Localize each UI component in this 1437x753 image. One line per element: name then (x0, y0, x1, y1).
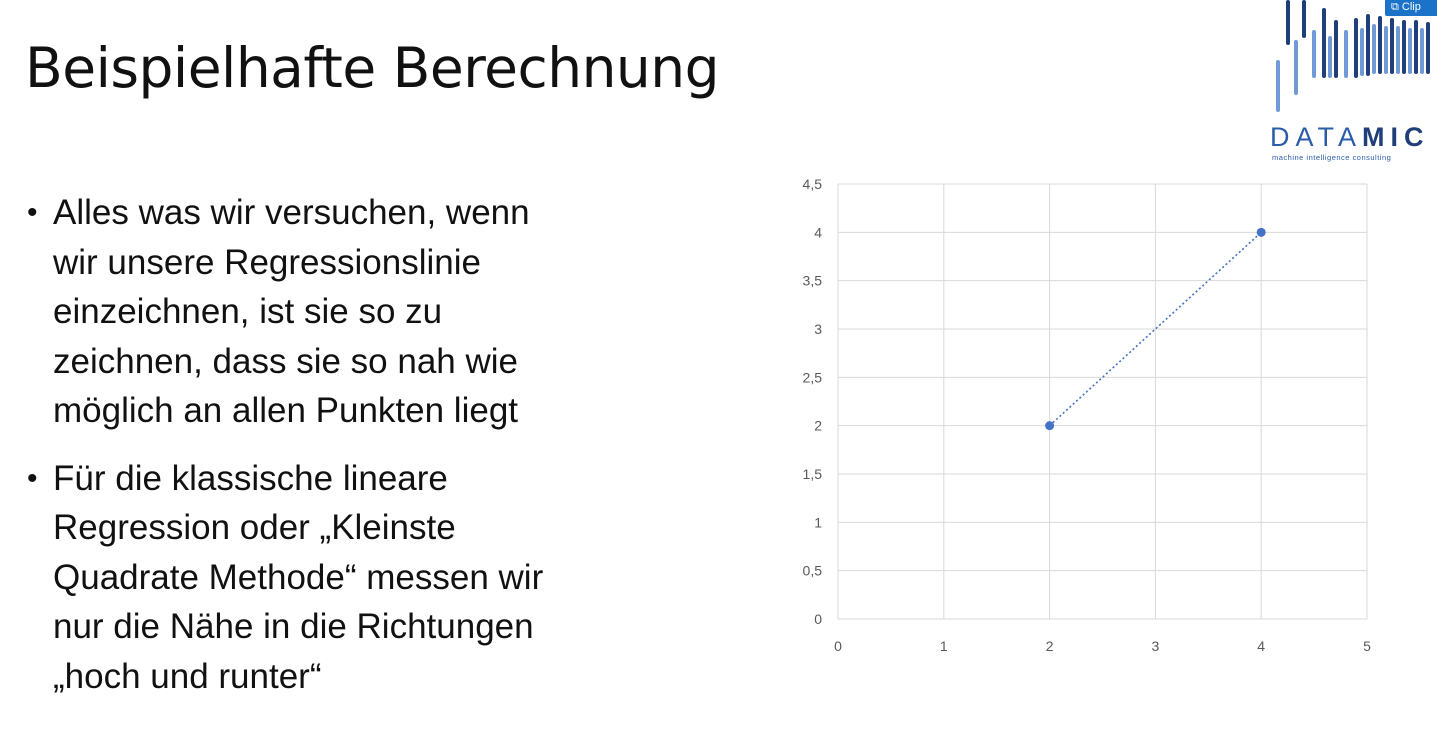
x-tick-label: 3 (1152, 638, 1160, 654)
y-tick-label: 3 (814, 321, 822, 337)
chart-grid (837, 183, 1368, 620)
x-tick-label: 2 (1046, 638, 1054, 654)
bullet-dot-icon: • (27, 196, 38, 229)
y-tick-label: 2,5 (803, 369, 823, 385)
y-tick-label: 3,5 (803, 273, 823, 289)
x-tick-label: 4 (1257, 638, 1265, 654)
clip-button-label: Clip (1401, 1, 1421, 13)
y-tick-label: 1 (814, 514, 822, 530)
data-point (1045, 421, 1055, 431)
bullet-list: • Alles was wir versuchen, wenn wir unse… (22, 188, 712, 719)
y-tick-label: 1,5 (803, 466, 823, 482)
x-axis-ticks: 0 1 2 3 4 5 (834, 638, 1371, 654)
scatter-chart: 0 1 2 3 4 5 0 0,5 1 1,5 2 2,5 3 3,5 4 4,5 (803, 176, 1372, 654)
x-tick-label: 0 (834, 638, 842, 654)
bullet-item: • Für die klassische lineare Regression … (22, 454, 712, 702)
y-tick-label: 4,5 (803, 176, 823, 192)
y-tick-label: 4 (814, 224, 822, 240)
clip-icon: ⧉ (1391, 1, 1399, 13)
logo-wordmark: DATAMIC (1270, 122, 1430, 152)
x-tick-label: 5 (1363, 638, 1371, 654)
y-axis-ticks: 0 0,5 1 1,5 2 2,5 3 3,5 4 4,5 (803, 176, 823, 627)
datamic-logo: DATAMIC machine intelligence consulting (1268, 0, 1437, 170)
bullet-dot-icon: • (27, 461, 38, 495)
x-tick-label: 1 (940, 638, 948, 654)
y-tick-label: 2 (814, 418, 822, 434)
clip-button[interactable]: ⧉ Clip (1385, 0, 1437, 16)
logo-bars-icon (1276, 0, 1430, 112)
series-line (1049, 231, 1262, 427)
bullet-text: Für die klassische lineare Regression od… (53, 458, 544, 696)
logo-tagline: machine intelligence consulting (1272, 153, 1392, 162)
bullet-item: • Alles was wir versuchen, wenn wir unse… (22, 188, 712, 436)
slide-title: Beispielhafte Berechnung (25, 36, 720, 100)
y-tick-label: 0 (814, 611, 822, 627)
chart-series (1045, 227, 1266, 431)
data-point (1256, 227, 1266, 237)
bullet-text: Alles was wir versuchen, wenn wir unsere… (53, 193, 530, 430)
y-tick-label: 0,5 (803, 563, 823, 579)
